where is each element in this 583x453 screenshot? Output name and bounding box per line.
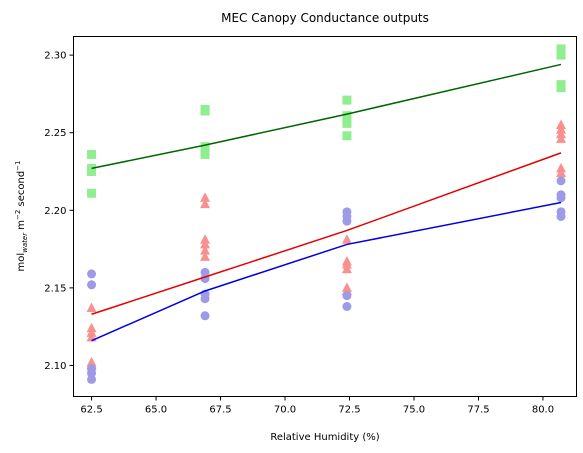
y-axis-title-second: second bbox=[16, 171, 27, 210]
y-axis-title: molwater m−2 second−1 bbox=[14, 160, 29, 271]
data-point-circle bbox=[200, 311, 210, 321]
data-point-triangle bbox=[200, 245, 211, 255]
y-axis-title-sup2: −1 bbox=[14, 160, 22, 170]
data-point-square bbox=[556, 50, 566, 60]
data-point-circle bbox=[556, 193, 566, 203]
data-point-circle bbox=[87, 368, 97, 378]
data-point-circle bbox=[87, 269, 97, 279]
y-tick-label: 2.10 bbox=[44, 361, 66, 372]
data-point-circle bbox=[200, 267, 210, 277]
data-point-square bbox=[556, 83, 566, 93]
y-axis: 2.10 2.15 2.20 2.25 2.30 bbox=[44, 51, 74, 372]
data-point-triangle bbox=[200, 192, 211, 202]
data-point-square bbox=[87, 149, 97, 159]
x-tick-label: 62.5 bbox=[80, 405, 102, 416]
x-tick-label: 75.0 bbox=[403, 405, 425, 416]
series-triangle bbox=[86, 119, 567, 370]
x-axis: 62.5 65.0 67.5 70.0 72.5 75.0 77.5 80.0 bbox=[80, 396, 554, 416]
x-axis-title: Relative Humidity (%) bbox=[270, 432, 379, 443]
trend-line-square bbox=[91, 63, 562, 170]
y-tick-label: 2.30 bbox=[44, 51, 66, 62]
x-tick-label: 77.5 bbox=[467, 405, 489, 416]
trend-line-triangle bbox=[91, 152, 562, 315]
data-point-triangle bbox=[200, 198, 211, 209]
data-point-circle bbox=[200, 294, 210, 304]
data-point-square bbox=[200, 106, 210, 116]
data-point-circle bbox=[342, 302, 352, 311]
y-tick-label: 2.20 bbox=[44, 206, 66, 217]
data-point-circle bbox=[87, 280, 97, 290]
data-point-triangle bbox=[200, 238, 211, 249]
trend-line-circle bbox=[91, 201, 562, 342]
x-tick-label: 65.0 bbox=[145, 405, 167, 416]
data-point-square bbox=[342, 95, 352, 105]
x-tick-label: 80.0 bbox=[532, 405, 554, 416]
data-point-triangle bbox=[200, 251, 211, 261]
data-point-square bbox=[200, 142, 210, 152]
data-point-circle bbox=[556, 212, 566, 221]
y-tick-label: 2.15 bbox=[44, 283, 66, 294]
plot-frame bbox=[73, 36, 577, 397]
data-point-square bbox=[342, 111, 352, 121]
data-point-triangle bbox=[86, 302, 97, 313]
y-axis-title-base: mol bbox=[16, 253, 27, 272]
y-tick-label: 2.25 bbox=[44, 128, 66, 139]
data-point-square bbox=[342, 118, 352, 128]
data-point-circle bbox=[556, 176, 566, 186]
y-axis-title-m: m bbox=[16, 220, 27, 233]
data-point-square bbox=[200, 149, 210, 159]
data-point-square bbox=[87, 188, 97, 198]
data-point-triangle bbox=[556, 167, 567, 178]
data-point-square bbox=[342, 131, 352, 141]
series-circle bbox=[87, 176, 566, 384]
plot-area bbox=[86, 44, 567, 384]
data-point-circle bbox=[342, 291, 352, 301]
data-point-circle bbox=[87, 374, 97, 384]
y-axis-title-subscript: water bbox=[21, 232, 29, 253]
x-tick-label: 70.0 bbox=[274, 405, 296, 416]
series-square bbox=[87, 44, 566, 198]
chart-title: MEC Canopy Conductance outputs bbox=[221, 11, 429, 25]
data-point-triangle bbox=[341, 234, 352, 244]
data-point-square bbox=[87, 167, 97, 176]
x-tick-label: 67.5 bbox=[209, 405, 231, 416]
data-point-triangle bbox=[341, 263, 352, 274]
x-tick-label: 72.5 bbox=[338, 405, 360, 416]
y-axis-title-sup1: −2 bbox=[14, 210, 22, 220]
data-point-triangle bbox=[556, 133, 567, 143]
data-point-circle bbox=[342, 216, 352, 226]
